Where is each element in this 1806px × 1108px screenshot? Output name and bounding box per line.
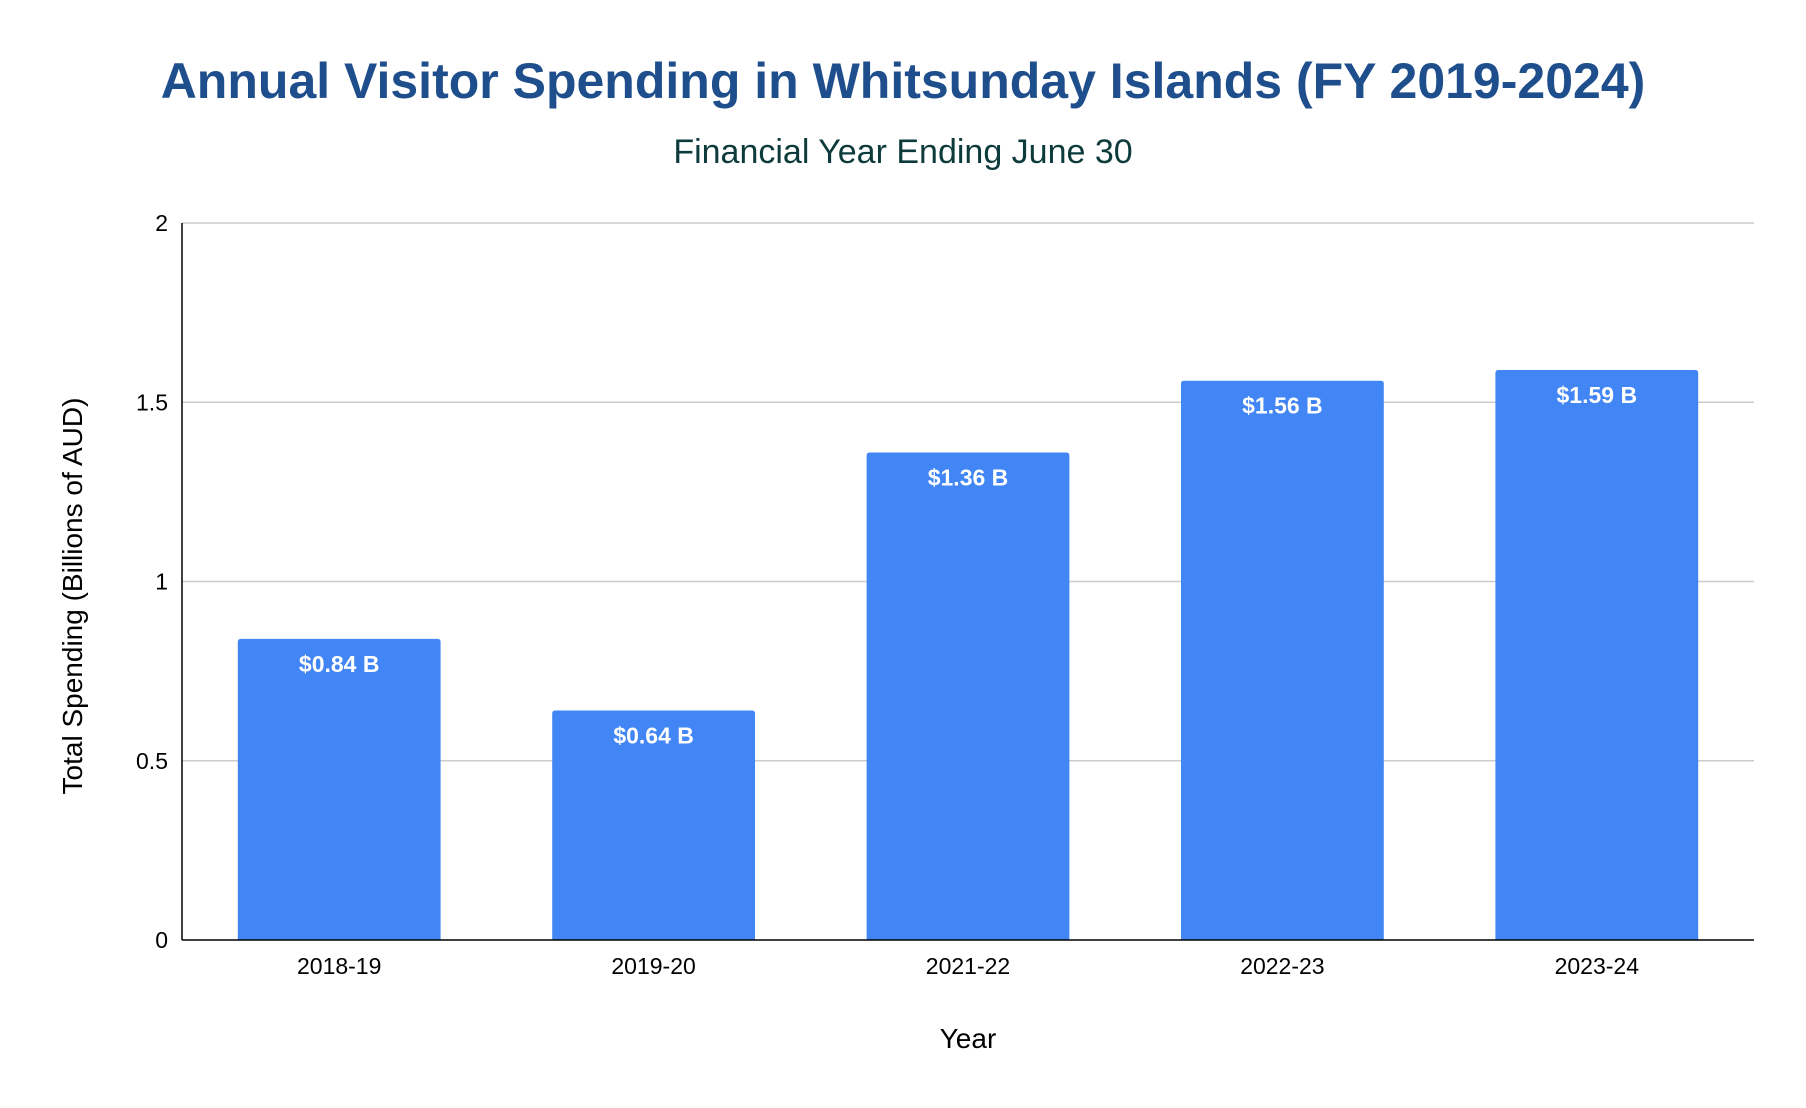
axes: 0 0.5 1 1.5 2 2018-19 2019-20 2021-22 2022-23 202… xyxy=(136,210,1754,979)
y-tick-label: 1 xyxy=(155,569,168,595)
x-axis-title: Year xyxy=(940,1023,997,1054)
y-tick-label: 0 xyxy=(155,927,168,953)
chart-subtitle: Financial Year Ending June 30 xyxy=(673,133,1132,171)
y-tick-label: 1.5 xyxy=(136,389,168,415)
bar xyxy=(237,638,441,940)
bar-data-label: $0.64 B xyxy=(613,723,694,749)
bar xyxy=(552,710,755,940)
x-tick-label: 2023-24 xyxy=(1555,953,1640,979)
x-tick-label: 2019-20 xyxy=(611,953,695,979)
bar xyxy=(866,452,1070,940)
bar-data-label: $0.84 B xyxy=(299,651,380,677)
x-tick-label: 2018-19 xyxy=(297,953,381,979)
bar-data-label: $1.36 B xyxy=(928,464,1009,490)
x-tick-label: 2021-22 xyxy=(926,953,1010,979)
bar xyxy=(1495,369,1699,940)
bar-data-label: $1.59 B xyxy=(1557,382,1638,408)
x-tick-label: 2022-23 xyxy=(1240,953,1324,979)
bar-data-label: $1.56 B xyxy=(1242,393,1323,419)
y-axis-title: Total Spending (Billions of AUD) xyxy=(57,398,88,795)
bar xyxy=(1181,380,1384,940)
y-tick-label: 0.5 xyxy=(136,748,168,774)
bars xyxy=(237,369,1699,940)
y-tick-label: 2 xyxy=(155,210,168,236)
data-labels: $0.84 B $0.64 B $1.36 B $1.56 B $1.59 B xyxy=(299,382,1637,749)
chart-title: Annual Visitor Spending in Whitsunday Is… xyxy=(161,53,1646,109)
